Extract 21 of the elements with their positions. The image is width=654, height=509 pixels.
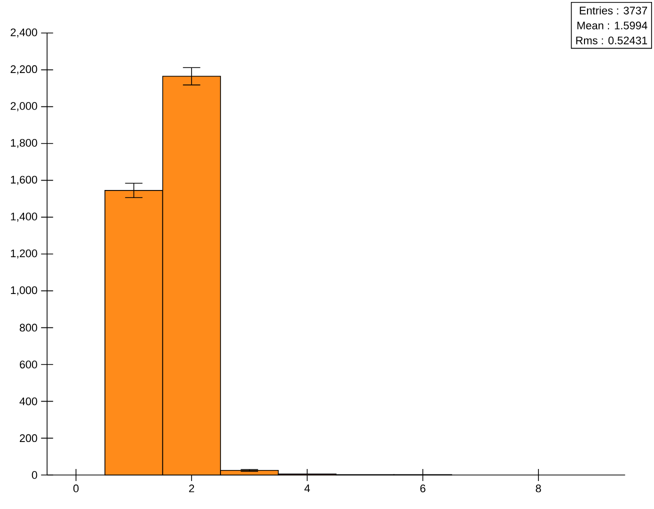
x-tick-label: 0 — [73, 484, 79, 492]
annotation: Rms : 0.52431 — [576, 36, 648, 44]
y-tick-label: 1,600 — [10, 176, 38, 185]
x-tick-label: 2 — [189, 484, 194, 492]
y-tick-label: 400 — [20, 397, 38, 406]
y-tick-label: 0 — [32, 471, 38, 479]
y-tick-label: 2,400 — [10, 28, 38, 38]
x-tick-label: 4 — [304, 484, 310, 492]
y-tick-label: 1,200 — [10, 249, 38, 259]
y-tick-label: 2,200 — [10, 65, 38, 74]
x-tick-label: 8 — [536, 484, 541, 492]
text: Entries : 3737 — [580, 6, 648, 14]
y-tick-label: 200 — [20, 434, 38, 442]
y-tick-label: 1,400 — [10, 212, 38, 222]
y-tick-label: 1,800 — [10, 138, 38, 148]
y-tick-label: 600 — [20, 360, 38, 368]
x-tick-label: 6 — [420, 484, 426, 492]
text: Mean : 1.5994 — [577, 22, 648, 30]
y-tick-label: 1,000 — [10, 286, 38, 296]
y-tick-label: 2,000 — [10, 102, 38, 112]
y-tick-label: 800 — [20, 324, 38, 332]
